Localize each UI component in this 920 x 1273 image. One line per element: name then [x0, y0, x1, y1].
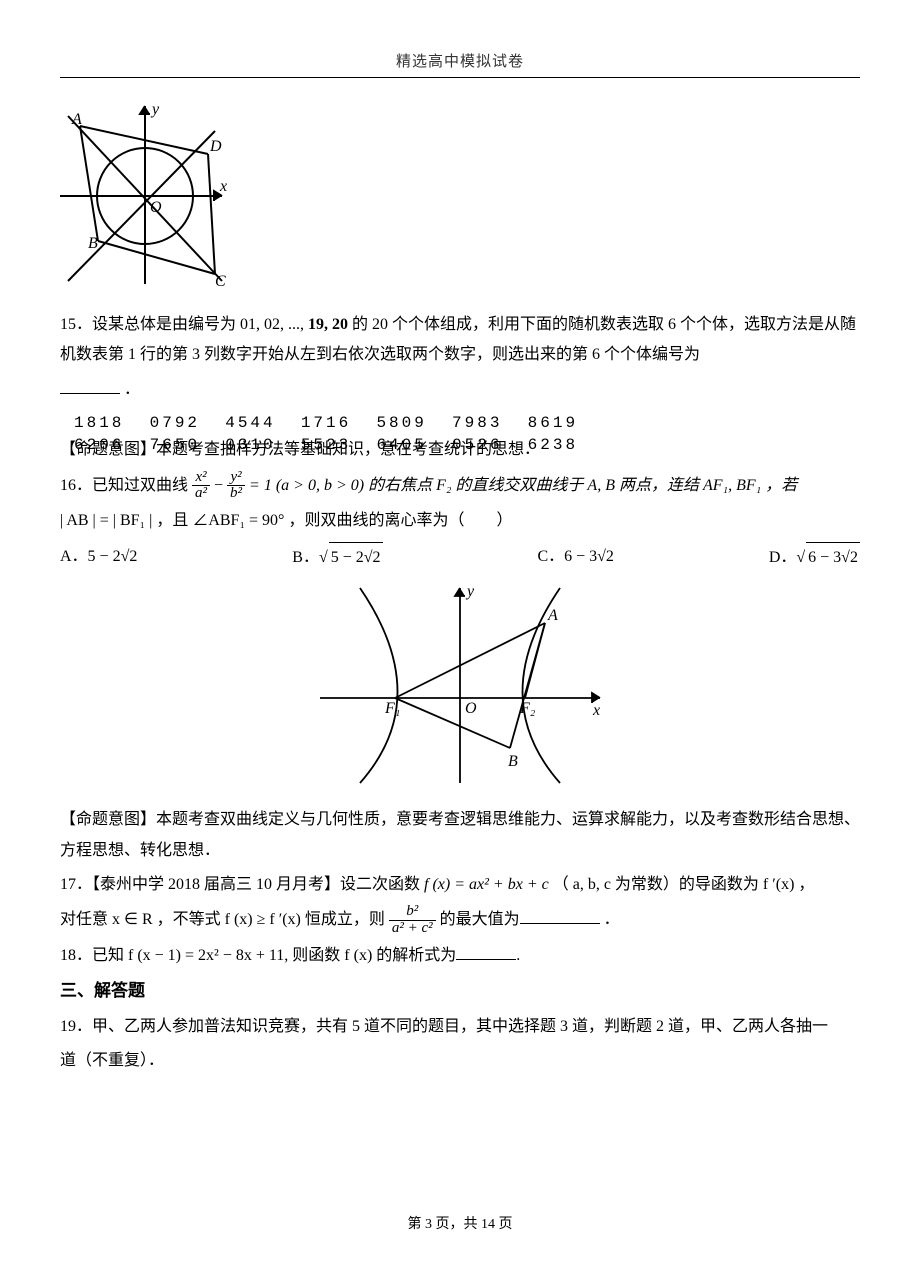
q15-blank: [60, 377, 120, 394]
label-y: y: [150, 101, 160, 118]
q17-line1: 17．【泰州中学 2018 届高三 10 月月考】设二次函数 f (x) = a…: [60, 870, 860, 900]
d2-B: B: [508, 753, 518, 770]
q19-line1: 19．甲、乙两人参加普法知识竞赛，共有 5 道不同的题目，其中选择题 3 道，判…: [60, 1012, 860, 1042]
q16-f1d: a²: [192, 486, 210, 502]
q17-blank: [520, 907, 600, 924]
choice-a: A．5 − 2√2: [60, 542, 137, 573]
d2-y: y: [465, 583, 475, 600]
q15-table-row1: 1818 0792 4544 1716 5809 7983 8619: [74, 411, 860, 435]
choice-b: B．√5 − 2√2: [292, 542, 382, 573]
q16-line2: | AB | = | BF₁ | ，且 ∠ABF₁ = 90° ，则双曲线的离心…: [60, 506, 860, 536]
q16-f1n: x²: [192, 470, 210, 487]
q14-diagram: O A D B C x y: [50, 96, 860, 296]
q17-l2b: 的最大值为: [440, 911, 520, 928]
q17-fd: a² + c²: [389, 921, 436, 937]
q17-l2a: 对任意 x ∈ R ，不等式 f (x) ≥ f ′(x) 恒成立，则: [60, 911, 389, 928]
footer-mid: 页，共: [432, 1217, 481, 1232]
q16-prefix: 16．已知过双曲线: [60, 476, 192, 493]
choice-d: D．√6 − 3√2: [769, 542, 860, 573]
q15-text: 15．设某总体是由编号为 01, 02, ..., 19, 20 的 20 个个…: [60, 310, 860, 371]
label-A: A: [71, 111, 82, 128]
q16-diagram: O F₁ F₂ A B x y: [60, 578, 860, 799]
q18-a: 18．已知 f (x − 1) = 2x² − 8x + 11, 则函数 f (…: [60, 947, 456, 964]
d2-F2: F₂: [519, 700, 536, 717]
label-B: B: [88, 235, 98, 252]
q19-line2: 道（不重复）．: [60, 1046, 860, 1076]
q17-fn: b²: [389, 904, 436, 921]
label-x: x: [219, 178, 227, 195]
q16-f2d: b²: [227, 486, 245, 502]
q18: 18．已知 f (x − 1) = 2x² − 8x + 11, 则函数 f (…: [60, 941, 860, 971]
q17-l1b: （ a, b, c 为常数）的导函数为 f ′(x) ，: [549, 876, 815, 893]
footer-prefix: 第: [408, 1217, 426, 1232]
q15-intent: 【命题意图】本题考查抽样方法等基础知识，意在考查统计的思想．: [60, 435, 860, 465]
q16-line1: 16．已知过双曲线 x²a² − y²b² = 1 (a > 0, b > 0)…: [60, 470, 860, 503]
header-rule: [60, 77, 860, 78]
q15-part-a: 15．设某总体是由编号为 01, 02, ...,: [60, 316, 308, 333]
d2-F1: F₁: [384, 700, 400, 717]
choice-c: C．6 − 3√2: [537, 542, 613, 573]
q17-fx: f (x) = ax² + bx + c: [424, 876, 549, 893]
d2-O: O: [465, 700, 477, 717]
q16-choices: A．5 − 2√2 B．√5 − 2√2 C．6 − 3√2 D．√6 − 3√…: [60, 542, 860, 573]
q18-blank: [456, 943, 516, 960]
label-O: O: [150, 199, 162, 216]
footer-suffix: 页: [495, 1217, 513, 1232]
q16-f2n: y²: [227, 470, 245, 487]
q18-b: .: [516, 947, 520, 964]
d2-x: x: [592, 702, 600, 719]
d2-A: A: [547, 607, 558, 624]
label-D: D: [209, 138, 222, 155]
q17-line2: 对任意 x ∈ R ，不等式 f (x) ≥ f ′(x) 恒成立，则 b²a²…: [60, 904, 860, 937]
page-footer: 第 3 页，共 14 页: [0, 1213, 920, 1233]
footer-num: 3: [425, 1217, 432, 1232]
section-3-title: 三、解答题: [60, 975, 860, 1007]
q15-bold: 19, 20: [308, 316, 348, 333]
q16-eq: = 1 (a > 0, b > 0) 的右焦点 F₂ 的直线交双曲线于 A, B…: [249, 476, 797, 493]
footer-total: 14: [481, 1217, 495, 1232]
page-header: 精选高中模拟试卷: [60, 50, 860, 71]
q16-intent: 【命题意图】本题考查双曲线定义与几何性质，意要考查逻辑思维能力、运算求解能力，以…: [60, 805, 860, 866]
q17-l1a: 17．【泰州中学 2018 届高三 10 月月考】设二次函数: [60, 876, 424, 893]
q16-minus: −: [214, 476, 227, 493]
label-C: C: [215, 273, 226, 290]
